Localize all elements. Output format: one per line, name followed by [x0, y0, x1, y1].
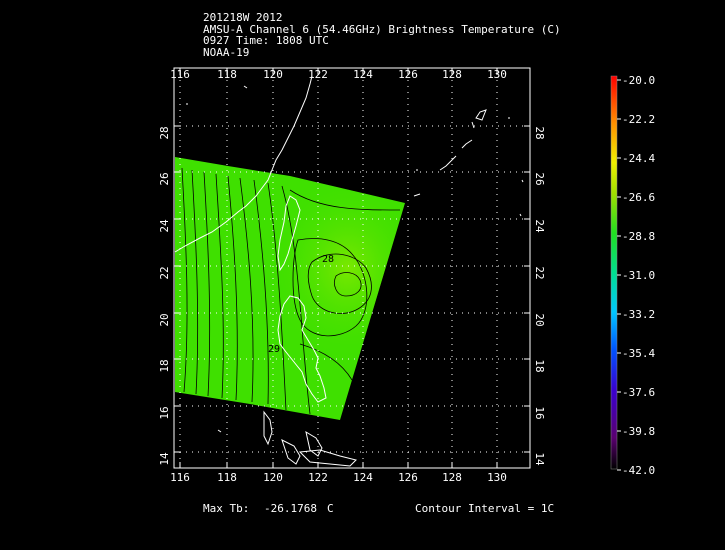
- colorbar-label: -28.8: [622, 230, 655, 243]
- colorbar-label: -35.4: [622, 347, 655, 360]
- lat-label-right: 28: [533, 126, 546, 139]
- lat-label-right: 18: [533, 359, 546, 372]
- colorbar-label: -33.2: [622, 308, 655, 321]
- satellite-name: NOAA-19: [203, 45, 250, 59]
- map-frame: [173, 67, 531, 469]
- product-title: AMSU-A Channel 6 (54.46GHz) Brightness T…: [203, 22, 561, 36]
- lon-label-bottom: 118: [217, 471, 237, 484]
- lon-label-top: 118: [217, 68, 237, 81]
- contour-interval: Contour Interval = 1C: [415, 502, 555, 515]
- storm-id-year: 201218W 2012: [203, 11, 283, 24]
- lon-label-top: 126: [398, 68, 418, 81]
- lat-label-right: 26: [533, 172, 546, 185]
- colorbar-label: -39.8: [622, 425, 655, 438]
- lat-label-left: 24: [158, 219, 171, 233]
- max-tb-label: Max Tb:: [203, 502, 250, 515]
- lon-label-top: 130: [487, 68, 507, 81]
- lon-label-bottom: 128: [442, 471, 462, 484]
- header: 201218W 2012 AMSU-A Channel 6 (54.46GHz)…: [203, 12, 561, 58]
- lat-label-right: 22: [533, 266, 546, 279]
- colorbar-label: -22.2: [622, 113, 655, 126]
- lon-label-bottom: 124: [353, 471, 373, 484]
- lat-label-right: 14: [533, 452, 546, 466]
- colorbar-label: -24.4: [622, 152, 655, 165]
- colorbar-label: -42.0: [622, 464, 655, 477]
- lon-label-top: 124: [353, 68, 373, 81]
- contour-lines: [181, 167, 401, 415]
- lon-label-bottom: 120: [263, 471, 283, 484]
- lon-label-bottom: 116: [170, 471, 190, 484]
- lat-label-left: 28: [158, 126, 171, 139]
- warm-core-shading: [175, 157, 405, 420]
- max-tb-unit: C: [327, 502, 334, 515]
- lon-label-bottom: 130: [487, 471, 507, 484]
- lat-label-left: 16: [158, 406, 171, 419]
- coastlines: [174, 75, 524, 467]
- lon-label-top: 122: [308, 68, 328, 81]
- lon-label-top: 120: [263, 68, 283, 81]
- lat-label-left: 20: [158, 313, 171, 326]
- max-tb-value: -26.1768: [264, 502, 317, 515]
- colorbar-label: -31.0: [622, 269, 655, 282]
- lat-label-right: 24: [533, 219, 546, 233]
- lat-label-left: 14: [158, 452, 171, 466]
- colorbar-label: -26.6: [622, 191, 655, 204]
- colorbar: [610, 75, 618, 470]
- lon-label-top: 128: [442, 68, 462, 81]
- lon-label-bottom: 126: [398, 471, 418, 484]
- lat-label-left: 18: [158, 359, 171, 372]
- date-time: 0927 Time: 1808 UTC: [203, 34, 329, 47]
- lat-label-right: 16: [533, 406, 546, 419]
- tick-marks: [174, 68, 530, 468]
- colorbar-label: -20.0: [622, 74, 655, 87]
- lon-label-bottom: 122: [308, 471, 328, 484]
- lon-label-top: 116: [170, 68, 190, 81]
- contour-label-28: 28: [322, 254, 334, 265]
- lat-label-left: 22: [158, 266, 171, 279]
- contour-label-29: 29: [268, 344, 280, 355]
- lat-label-right: 20: [533, 313, 546, 326]
- colorbar-label: -37.6: [622, 386, 655, 399]
- lat-lon-grid: [174, 68, 530, 468]
- lat-label-left: 26: [158, 172, 171, 185]
